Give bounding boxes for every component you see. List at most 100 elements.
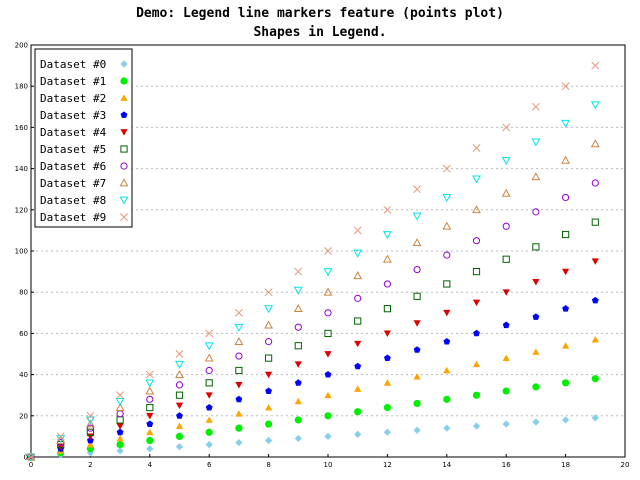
data-point xyxy=(591,414,599,422)
data-point xyxy=(324,329,332,337)
y-tick-label: 120 xyxy=(15,206,28,214)
data-point xyxy=(116,428,124,436)
data-point xyxy=(532,279,540,286)
data-point xyxy=(591,296,599,304)
data-point xyxy=(472,237,481,245)
legend-label: Dataset #0 xyxy=(40,58,106,71)
data-point xyxy=(175,360,184,369)
data-point xyxy=(383,205,392,214)
data-point xyxy=(354,317,362,325)
data-points xyxy=(26,61,600,462)
data-point xyxy=(116,441,124,449)
data-point xyxy=(146,420,154,427)
data-point xyxy=(294,379,302,386)
data-point xyxy=(204,342,214,351)
data-point xyxy=(294,323,302,331)
y-tick-label: 0 xyxy=(24,454,28,462)
data-point xyxy=(353,226,362,235)
data-point xyxy=(354,294,362,302)
x-tick-label: 2 xyxy=(88,461,92,469)
data-point xyxy=(532,243,540,251)
data-point xyxy=(562,342,570,349)
data-point xyxy=(501,156,511,165)
data-point xyxy=(354,340,362,348)
data-point xyxy=(353,271,363,280)
data-point xyxy=(472,144,481,152)
data-point xyxy=(265,338,273,346)
data-point xyxy=(146,395,154,403)
data-point xyxy=(502,387,510,395)
data-point xyxy=(205,416,213,423)
data-point xyxy=(86,436,94,444)
x-tick-label: 14 xyxy=(442,461,451,469)
data-point xyxy=(590,101,600,110)
data-point xyxy=(562,230,570,239)
data-point xyxy=(86,441,94,448)
legend-label: Dataset #1 xyxy=(40,75,106,88)
data-point xyxy=(532,208,540,216)
x-tick-label: 18 xyxy=(561,461,570,469)
data-point xyxy=(561,155,571,164)
data-point xyxy=(354,385,362,392)
series-7 xyxy=(26,139,600,461)
data-point xyxy=(383,354,391,362)
data-point xyxy=(472,391,481,399)
data-point xyxy=(175,402,184,410)
data-point xyxy=(443,280,451,288)
y-tick-label: 80 xyxy=(19,289,28,297)
data-point xyxy=(175,432,184,440)
legend-marker xyxy=(120,111,128,118)
data-point xyxy=(294,267,303,276)
y-tick-label: 180 xyxy=(15,83,28,91)
data-point xyxy=(205,441,213,449)
data-point xyxy=(115,398,125,407)
data-point xyxy=(443,424,451,432)
data-point xyxy=(532,383,540,391)
data-point xyxy=(294,434,302,443)
data-point xyxy=(146,445,154,453)
data-point xyxy=(562,379,570,387)
data-point xyxy=(413,320,421,327)
data-point xyxy=(354,430,362,438)
data-point xyxy=(413,292,421,300)
legend-label: Dataset #9 xyxy=(40,211,106,224)
data-point xyxy=(591,218,599,226)
y-tick-label: 200 xyxy=(15,42,28,50)
data-point xyxy=(472,299,481,307)
data-point xyxy=(561,119,571,128)
data-point xyxy=(591,335,599,343)
data-point xyxy=(293,286,303,295)
data-point xyxy=(146,436,154,445)
data-point xyxy=(502,420,510,428)
legend-marker xyxy=(120,60,128,68)
y-tick-label: 40 xyxy=(19,371,28,379)
data-point xyxy=(591,375,599,383)
data-point xyxy=(235,366,243,375)
data-point xyxy=(175,391,184,399)
data-point xyxy=(590,139,600,148)
data-point xyxy=(562,305,570,312)
data-point xyxy=(413,373,421,380)
data-point xyxy=(86,424,95,432)
data-point xyxy=(265,420,273,428)
data-point xyxy=(472,175,481,184)
data-point xyxy=(353,249,363,258)
data-point xyxy=(234,308,243,317)
data-point xyxy=(264,305,274,314)
data-point xyxy=(115,402,125,411)
data-point xyxy=(176,412,183,419)
data-point xyxy=(443,395,451,403)
data-point xyxy=(354,408,362,416)
data-point xyxy=(501,188,511,197)
data-point xyxy=(235,424,243,432)
legend-marker xyxy=(120,162,128,170)
data-point xyxy=(264,320,274,329)
data-point xyxy=(413,185,422,194)
data-point xyxy=(472,205,481,214)
data-point xyxy=(323,287,333,296)
data-point xyxy=(443,251,451,259)
data-point xyxy=(324,412,332,420)
data-point xyxy=(294,416,302,424)
data-point xyxy=(205,392,213,399)
data-point xyxy=(383,428,391,436)
